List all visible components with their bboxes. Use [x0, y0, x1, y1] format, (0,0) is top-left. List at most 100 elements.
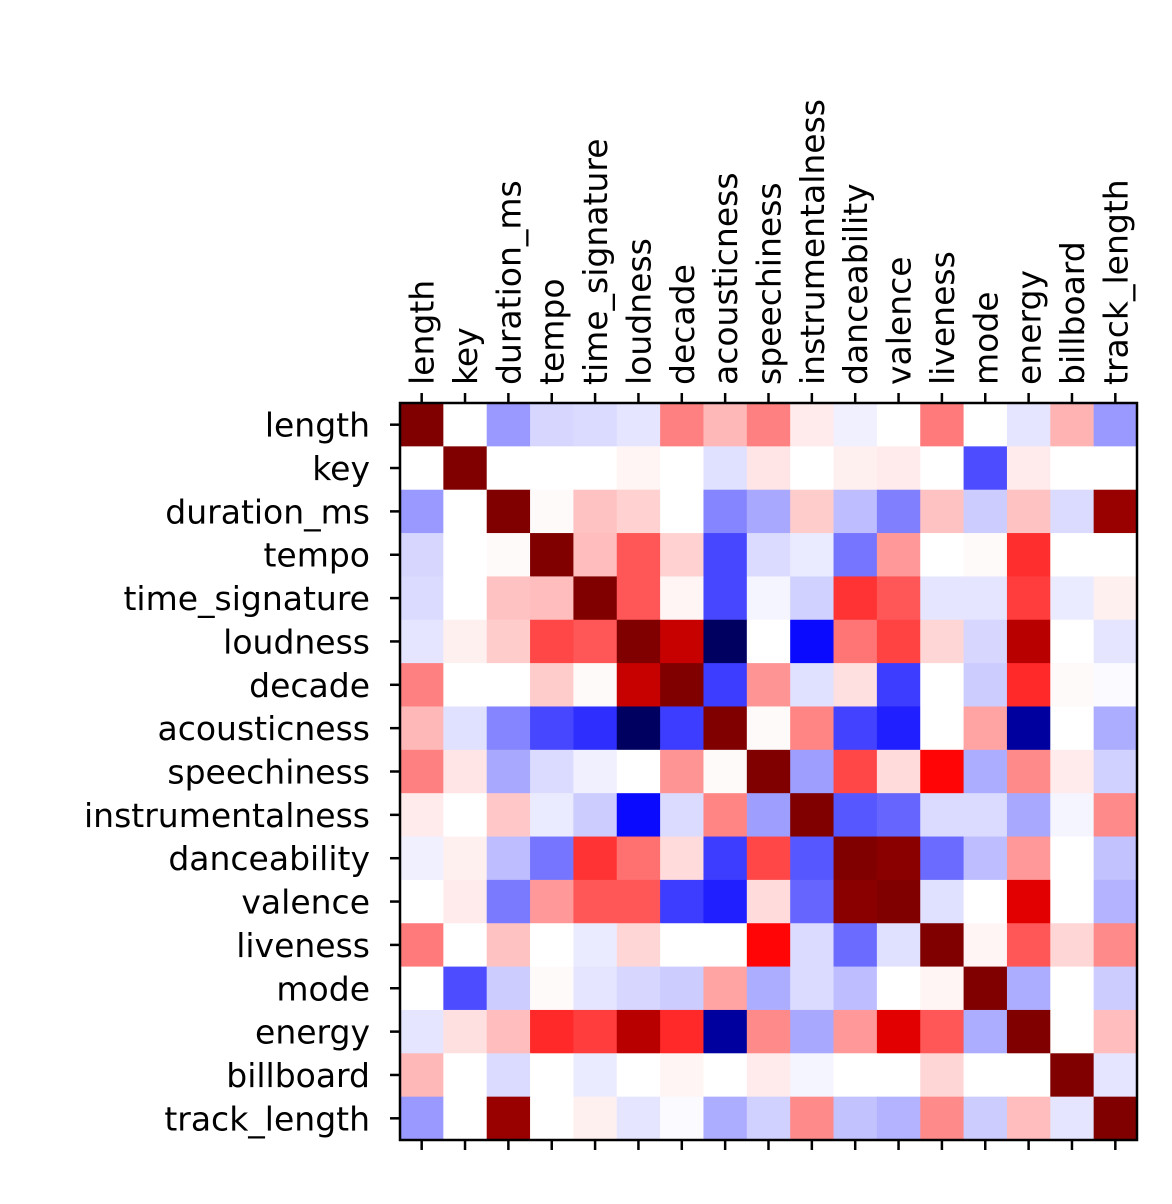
- heatmap-cell-valence-duration_ms: [486, 879, 531, 924]
- heatmap-cell-tempo-speechiness: [746, 533, 791, 578]
- y-tick-label-mode: mode: [276, 969, 370, 1008]
- heatmap-cell-valence-length: [400, 879, 444, 924]
- heatmap-cell-speechiness-valence: [876, 749, 921, 794]
- heatmap-cell-energy-billboard: [1050, 1009, 1095, 1054]
- heatmap-cell-time_signature-decade: [660, 576, 705, 621]
- x-tick-label-acousticness: acousticness: [706, 172, 745, 385]
- y-tick-label-instrumentalness: instrumentalness: [84, 796, 370, 835]
- heatmap-cell-duration_ms-energy: [1006, 489, 1051, 534]
- heatmap-cell-tempo-loudness: [616, 533, 661, 578]
- heatmap-cell-energy-acousticness: [703, 1009, 748, 1054]
- heatmap-cell-track_length-energy: [1006, 1096, 1051, 1141]
- heatmap-cell-liveness-billboard: [1050, 923, 1095, 968]
- heatmap-cell-decade-speechiness: [746, 663, 791, 708]
- heatmap-cell-valence-acousticness: [703, 879, 748, 924]
- heatmap-cell-instrumentalness-instrumentalness: [790, 793, 835, 838]
- heatmap-cell-danceability-instrumentalness: [790, 836, 835, 881]
- heatmap-cell-tempo-decade: [660, 533, 705, 578]
- x-tick-label-decade: decade: [663, 264, 702, 385]
- heatmap-cell-mode-instrumentalness: [790, 966, 835, 1011]
- heatmap-cell-decade-danceability: [833, 663, 878, 708]
- heatmap-cell-energy-instrumentalness: [790, 1009, 835, 1054]
- heatmap-cell-danceability-mode: [963, 836, 1008, 881]
- heatmap-cell-speechiness-mode: [963, 749, 1008, 794]
- heatmap-cell-length-track_length: [1093, 403, 1138, 447]
- heatmap-cell-duration_ms-acousticness: [703, 489, 748, 534]
- heatmap-cell-mode-liveness: [920, 966, 965, 1011]
- heatmap-cell-time_signature-mode: [963, 576, 1008, 621]
- heatmap-cell-valence-instrumentalness: [790, 879, 835, 924]
- heatmap-cell-instrumentalness-liveness: [920, 793, 965, 838]
- heatmap-cell-danceability-length: [400, 836, 444, 881]
- heatmap-cell-length-valence: [876, 403, 921, 447]
- heatmap-cell-liveness-danceability: [833, 923, 878, 968]
- heatmap-cell-length-billboard: [1050, 403, 1095, 447]
- heatmap-cell-liveness-tempo: [530, 923, 575, 968]
- heatmap-cell-energy-tempo: [530, 1009, 575, 1054]
- heatmap-cell-key-key: [443, 446, 488, 491]
- heatmap-cell-danceability-duration_ms: [486, 836, 531, 881]
- heatmap-cell-acousticness-time_signature: [573, 706, 618, 751]
- y-tick-label-speechiness: speechiness: [167, 753, 370, 792]
- heatmap-cell-speechiness-duration_ms: [486, 749, 531, 794]
- heatmap-cell-billboard-duration_ms: [486, 1053, 531, 1098]
- heatmap-cell-duration_ms-loudness: [616, 489, 661, 534]
- heatmap-cell-speechiness-loudness: [616, 749, 661, 794]
- heatmap-cell-billboard-energy: [1006, 1053, 1051, 1098]
- heatmap-cell-track_length-instrumentalness: [790, 1096, 835, 1141]
- heatmap-cell-speechiness-energy: [1006, 749, 1051, 794]
- x-tick-label-loudness: loudness: [619, 238, 658, 385]
- heatmap-cell-length-duration_ms: [486, 403, 531, 447]
- heatmap-cell-energy-decade: [660, 1009, 705, 1054]
- heatmap-cell-energy-track_length: [1093, 1009, 1138, 1054]
- heatmap-cell-track_length-billboard: [1050, 1096, 1095, 1141]
- heatmap-cell-danceability-liveness: [920, 836, 965, 881]
- heatmap-cell-duration_ms-billboard: [1050, 489, 1095, 534]
- heatmap-cell-loudness-length: [400, 619, 444, 664]
- heatmap-cell-time_signature-time_signature: [573, 576, 618, 621]
- y-tick-label-time_signature: time_signature: [123, 579, 370, 618]
- heatmap-cell-instrumentalness-billboard: [1050, 793, 1095, 838]
- heatmap-cell-key-tempo: [530, 446, 575, 491]
- heatmap-cell-loudness-duration_ms: [486, 619, 531, 664]
- heatmap-cell-energy-danceability: [833, 1009, 878, 1054]
- heatmap-cell-length-loudness: [616, 403, 661, 447]
- heatmap-cell-instrumentalness-tempo: [530, 793, 575, 838]
- heatmap-cell-track_length-decade: [660, 1096, 705, 1141]
- heatmap-cell-instrumentalness-energy: [1006, 793, 1051, 838]
- x-tick-label-danceability: danceability: [836, 183, 875, 385]
- heatmap-cell-energy-length: [400, 1009, 444, 1054]
- heatmap-cell-duration_ms-danceability: [833, 489, 878, 534]
- heatmap-cell-length-time_signature: [573, 403, 618, 447]
- heatmap-cell-instrumentalness-track_length: [1093, 793, 1138, 838]
- heatmap-cell-energy-energy: [1006, 1009, 1051, 1054]
- heatmap-cell-mode-speechiness: [746, 966, 791, 1011]
- heatmap-cell-billboard-decade: [660, 1053, 705, 1098]
- heatmap-cell-speechiness-liveness: [920, 749, 965, 794]
- heatmap-cell-track_length-key: [443, 1096, 488, 1141]
- heatmap-cell-track_length-danceability: [833, 1096, 878, 1141]
- heatmap-cell-key-acousticness: [703, 446, 748, 491]
- heatmap-cell-time_signature-duration_ms: [486, 576, 531, 621]
- heatmap-cell-length-length: [400, 403, 444, 447]
- heatmap-cell-key-mode: [963, 446, 1008, 491]
- heatmap-cell-length-speechiness: [746, 403, 791, 447]
- heatmap-cell-mode-acousticness: [703, 966, 748, 1011]
- heatmap-cell-speechiness-track_length: [1093, 749, 1138, 794]
- heatmap-cell-instrumentalness-valence: [876, 793, 921, 838]
- heatmap-cell-loudness-loudness: [616, 619, 661, 664]
- heatmap-cell-key-energy: [1006, 446, 1051, 491]
- heatmap-cell-liveness-acousticness: [703, 923, 748, 968]
- heatmap-cell-danceability-time_signature: [573, 836, 618, 881]
- heatmap-cell-danceability-speechiness: [746, 836, 791, 881]
- y-tick-label-liveness: liveness: [236, 926, 370, 965]
- heatmap-cell-track_length-duration_ms: [486, 1096, 531, 1141]
- heatmap-cell-track_length-loudness: [616, 1096, 661, 1141]
- heatmap-cell-tempo-mode: [963, 533, 1008, 578]
- heatmap-cell-duration_ms-speechiness: [746, 489, 791, 534]
- heatmap-cell-billboard-length: [400, 1053, 444, 1098]
- heatmap-cell-tempo-time_signature: [573, 533, 618, 578]
- heatmap-cell-key-track_length: [1093, 446, 1138, 491]
- heatmap-cell-valence-danceability: [833, 879, 878, 924]
- x-tick-label-length: length: [403, 280, 442, 385]
